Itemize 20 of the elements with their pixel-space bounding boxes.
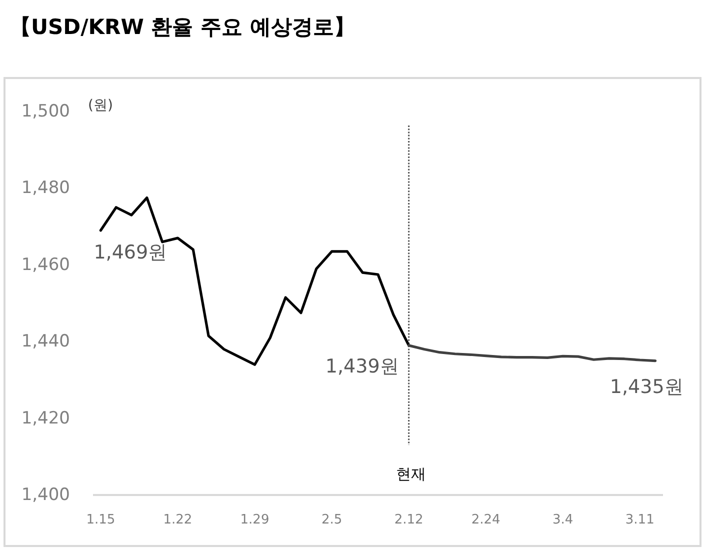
- x-tick-label: 1.15: [86, 512, 116, 528]
- x-tick-label: 1.29: [240, 512, 270, 528]
- data-label: 1,435원: [610, 376, 684, 398]
- x-tick-label: 3.11: [625, 512, 654, 528]
- x-tick-label: 1.22: [163, 512, 192, 528]
- line-series: [408, 344, 657, 362]
- ref-line-label: 현재: [396, 465, 426, 483]
- y-tick-label: 1,500: [21, 102, 70, 122]
- y-tick-label: 1,480: [21, 178, 70, 198]
- title: 【USD/KRW 환율 주요 예상경로】: [10, 15, 355, 39]
- y-tick-label: 1,420: [21, 408, 70, 428]
- y-tick-label: 1,440: [21, 332, 70, 352]
- x-tick-label: 2.12: [394, 512, 424, 528]
- data-label: 1,469원: [94, 241, 168, 264]
- x-tick-label: 2.5: [321, 512, 342, 528]
- y-tick-label: 1,460: [21, 254, 70, 275]
- y-tick-label: 1,400: [21, 485, 70, 505]
- ylabel: (원): [88, 98, 113, 114]
- x-tick-label: 3.4: [552, 512, 574, 528]
- x-tick-label: 2.24: [471, 512, 500, 528]
